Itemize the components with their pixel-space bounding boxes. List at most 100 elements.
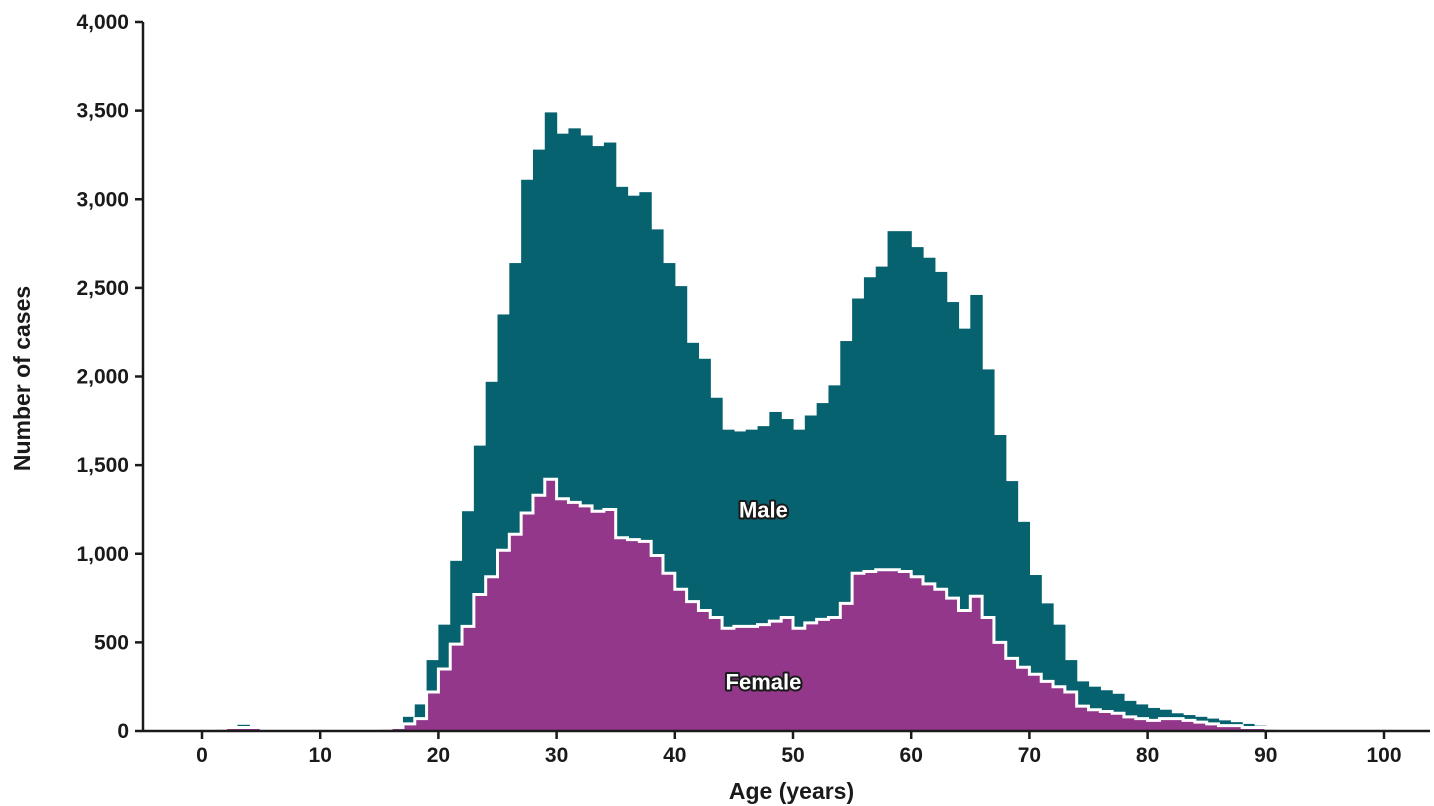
female-bar-88: [1242, 727, 1255, 731]
female-bar-59: [899, 571, 912, 731]
female-bar-35: [615, 537, 629, 731]
female-bar-69: [1017, 667, 1030, 731]
female-bar-30: [556, 498, 570, 731]
female-bar-27: [521, 512, 534, 731]
female-bar-84: [1194, 722, 1208, 731]
female-bar-63: [946, 598, 960, 731]
female-bar-89: [1253, 727, 1267, 731]
female-bar-49: [781, 617, 794, 731]
female-bar-16: [391, 727, 404, 731]
female-bar-26: [509, 534, 522, 731]
female-bar-83: [1183, 720, 1196, 731]
female-bar-17: [402, 723, 416, 731]
female-bar-53: [828, 617, 841, 731]
female-bar-71: [1041, 681, 1054, 731]
female-bar-56: [863, 571, 877, 731]
y-tick-label-1000: 1,000: [76, 543, 129, 566]
female-bar-78: [1123, 716, 1137, 731]
female-bar-25: [497, 550, 510, 731]
female-bar-58: [887, 569, 900, 731]
female-bar-42: [698, 610, 711, 731]
female-outline: [202, 477, 1408, 733]
female-bar-18: [414, 718, 428, 731]
female-bar-52: [816, 619, 830, 731]
female-bar-87: [1230, 725, 1243, 731]
female-bar-22: [462, 626, 475, 731]
female-bar-72: [1053, 686, 1066, 731]
female-bar-33: [592, 511, 605, 731]
female-bar-38: [651, 555, 664, 731]
female-bar-41: [686, 601, 700, 731]
female-bar-61: [923, 583, 936, 731]
female-bar-62: [934, 589, 948, 731]
y-tick-label-3000: 3,000: [76, 188, 129, 211]
female-bar-19: [426, 692, 439, 731]
x-tick-label-90: 90: [1254, 744, 1277, 767]
female-bar-45: [733, 626, 747, 731]
female-bar-31: [568, 502, 581, 731]
x-tick-label-30: 30: [545, 744, 568, 767]
x-tick-label-20: 20: [427, 744, 450, 767]
female-bar-74: [1076, 706, 1090, 731]
x-tick-label-70: 70: [1018, 744, 1041, 767]
female-bar-34: [603, 509, 617, 731]
female-bar-80: [1147, 720, 1161, 731]
female-bar-46: [745, 626, 759, 731]
y-ticks: 0 500 1,000 1,500 2,000 2,500 3,000 3,500 4,000: [76, 11, 143, 743]
female-bar-79: [1135, 718, 1149, 731]
female-bar-43: [710, 617, 723, 731]
male-series-label: Male: [739, 497, 788, 522]
female-bar-68: [1005, 658, 1019, 731]
female-bar-55: [852, 573, 865, 731]
female-bar-47: [757, 624, 770, 731]
y-tick-label-500: 500: [94, 631, 129, 654]
female-bar-2: [225, 727, 239, 731]
female-bar-23: [473, 594, 487, 731]
female-bar-29: [544, 479, 558, 731]
x-tick-label-50: 50: [781, 744, 804, 767]
y-tick-label-4000: 4,000: [76, 11, 129, 34]
female-bar-37: [639, 541, 652, 731]
female-bar-40: [674, 589, 688, 731]
female-bar-86: [1218, 725, 1231, 731]
female-bar-51: [804, 622, 818, 731]
female-bar-66: [982, 617, 995, 731]
female-bar-85: [1206, 723, 1220, 731]
female-bar-75: [1088, 709, 1101, 731]
female-bar-32: [580, 505, 593, 731]
female-bar-57: [875, 569, 889, 731]
x-tick-label-10: 10: [309, 744, 332, 767]
female-bar-24: [485, 576, 499, 731]
x-tick-label-40: 40: [663, 744, 686, 767]
y-tick-label-2000: 2,000: [76, 366, 129, 389]
female-bar-77: [1112, 713, 1125, 731]
y-tick-label-3500: 3,500: [76, 100, 129, 123]
female-bar-64: [958, 610, 971, 731]
female-bar-54: [840, 603, 853, 731]
female-bar-28: [532, 495, 546, 731]
female-bar-44: [722, 628, 735, 731]
female-bar-70: [1029, 674, 1042, 731]
female-bar-39: [662, 573, 676, 731]
x-tick-label-80: 80: [1136, 744, 1159, 767]
female-bar-76: [1100, 711, 1113, 731]
female-bar-81: [1159, 718, 1172, 731]
y-tick-label-2500: 2,500: [76, 277, 129, 300]
y-tick-label-0: 0: [117, 720, 129, 743]
female-bars: [213, 479, 1291, 731]
x-tick-label-60: 60: [900, 744, 923, 767]
female-bar-65: [970, 596, 983, 731]
female-bar-67: [993, 642, 1007, 731]
y-tick-label-1500: 1,500: [76, 454, 129, 477]
x-tick-label-100: 100: [1366, 744, 1401, 767]
female-bar-82: [1171, 718, 1184, 731]
x-ticks: 0 10 20 30 40 50 60 70 80 90 100: [196, 731, 1402, 767]
x-tick-label-0: 0: [196, 744, 208, 767]
female-bar-20: [438, 668, 451, 731]
female-series-label: Female: [726, 669, 802, 694]
female-bar-36: [627, 539, 640, 731]
female-bar-4: [249, 727, 262, 731]
y-axis-title: Number of cases: [9, 286, 35, 471]
female-bar-50: [793, 628, 806, 731]
